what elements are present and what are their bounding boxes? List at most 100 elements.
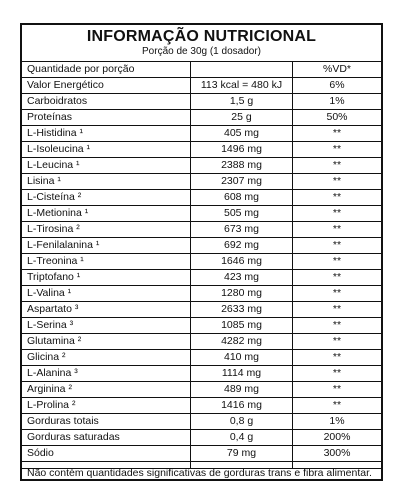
nutrient-dv: 200% [323,431,351,443]
footnote-text: Não contém quantidades significativas de… [27,467,372,479]
table-row: L-Serina ³ 1085 mg ** [22,318,381,334]
header-amount-cell [191,62,293,77]
nutrient-dv: ** [332,271,342,283]
nutrient-amount: 489 mg [191,382,293,397]
nutrient-dv: ** [332,383,342,395]
nutrient-amount: 1496 mg [191,142,293,157]
table-row: L-Treonina ¹ 1646 mg ** [22,254,381,270]
nutrient-amount: 1646 mg [191,254,293,269]
nutrient-amount: 1416 mg [191,398,293,413]
nutrient-name: Aspartato ³ [22,302,191,317]
nutrient-amount: 410 mg [191,350,293,365]
table-row: Triptofano ¹ 423 mg ** [22,270,381,286]
header-label-cell: Quantidade por porção [22,62,191,77]
spacer-cell [22,462,191,468]
nutrient-amount: 0,8 g [191,414,293,429]
nutrient-amount: 692 mg [191,238,293,253]
table-row: Lisina ¹ 2307 mg ** [22,174,381,190]
nutrient-amount: 1,5 g [191,94,293,109]
table-row: Proteínas 25 g 50% [22,110,381,126]
nutrient-name: L-Alanina ³ [22,366,191,381]
nutrient-dv: ** [332,223,342,235]
nutrient-amount: 608 mg [191,190,293,205]
nutrient-amount: 0,4 g [191,430,293,445]
nutrient-amount: 1085 mg [191,318,293,333]
nutrition-title: INFORMAÇÃO NUTRICIONAL [86,28,317,45]
nutrient-name: L-Prolina ² [22,398,191,413]
nutrient-dv: ** [332,399,342,411]
nutrient-name: L-Isoleucina ¹ [22,142,191,157]
nutrient-amount: 1280 mg [191,286,293,301]
nutrient-name: L-Serina ³ [22,318,191,333]
nutrient-dv: 1% [329,95,345,107]
table-row: L-Tirosina ² 673 mg ** [22,222,381,238]
table-row: Glicina ² 410 mg ** [22,350,381,366]
nutrient-name: L-Tirosina ² [22,222,191,237]
nutrient-dv: ** [332,159,342,171]
nutrient-dv: 6% [329,79,345,91]
header-dv-cell: %VD* [322,63,351,75]
nutrient-dv: ** [332,127,342,139]
nutrient-amount: 423 mg [191,270,293,285]
table-row: Aspartato ³ 2633 mg ** [22,302,381,318]
nutrient-amount: 505 mg [191,206,293,221]
nutrient-dv: ** [332,335,342,347]
nutrient-dv: 300% [323,447,351,459]
table-header-row: Quantidade por porção %VD* [22,62,381,78]
table-row: Sódio 79 mg 300% [22,446,381,462]
spacer-row [22,462,381,469]
nutrient-dv: ** [332,143,342,155]
table-row: Gorduras totais 0,8 g 1% [22,414,381,430]
nutrient-dv: ** [332,175,342,187]
nutrient-name: L-Leucina ¹ [22,158,191,173]
nutrient-dv: 50% [326,111,348,123]
nutrient-name: Sódio [22,446,191,461]
serving-size-text: Porção de 30g (1 dosador) [142,46,261,57]
nutrient-amount: 2633 mg [191,302,293,317]
table-row: Valor Energético 113 kcal = 480 kJ 6% [22,78,381,94]
nutrient-dv: ** [332,319,342,331]
table-row: Glutamina ² 4282 mg ** [22,334,381,350]
nutrient-amount: 25 g [191,110,293,125]
nutrient-name: L-Treonina ¹ [22,254,191,269]
nutrient-dv: ** [332,367,342,379]
nutrient-amount: 2307 mg [191,174,293,189]
nutrient-name: L-Valina ¹ [22,286,191,301]
nutrient-name: Carboidratos [22,94,191,109]
nutrient-name: Glicina ² [22,350,191,365]
nutrient-name: Proteínas [22,110,191,125]
nutrient-name: Lisina ¹ [22,174,191,189]
nutrient-name: Arginina ² [22,382,191,397]
nutrient-amount: 113 kcal = 480 kJ [191,78,293,93]
nutrient-name: L-Fenilalanina ¹ [22,238,191,253]
nutrient-dv: ** [332,239,342,251]
spacer-cell [191,462,293,468]
nutrient-name: L-Metionina ¹ [22,206,191,221]
nutrient-amount: 4282 mg [191,334,293,349]
table-row: Arginina ² 489 mg ** [22,382,381,398]
nutrient-name: L-Cisteína ² [22,190,191,205]
nutrient-dv: ** [332,303,342,315]
nutrient-dv: ** [332,255,342,267]
nutrition-header: INFORMAÇÃO NUTRICIONAL Porção de 30g (1 … [22,25,381,62]
nutrient-name: Gorduras totais [22,414,191,429]
nutrient-dv: ** [332,207,342,219]
nutrient-name: L-Histidina ¹ [22,126,191,141]
nutrition-facts-panel: INFORMAÇÃO NUTRICIONAL Porção de 30g (1 … [20,23,383,481]
table-row: L-Prolina ² 1416 mg ** [22,398,381,414]
table-row: L-Valina ¹ 1280 mg ** [22,286,381,302]
nutrient-name: Glutamina ² [22,334,191,349]
table-row: L-Alanina ³ 1114 mg ** [22,366,381,382]
nutrient-dv: ** [332,191,342,203]
nutrient-dv: ** [332,287,342,299]
nutrient-name: Gorduras saturadas [22,430,191,445]
nutrient-amount: 673 mg [191,222,293,237]
table-row: L-Cisteína ² 608 mg ** [22,190,381,206]
nutrient-amount: 405 mg [191,126,293,141]
table-row: L-Metionina ¹ 505 mg ** [22,206,381,222]
nutrient-amount: 79 mg [191,446,293,461]
nutrient-dv: ** [332,351,342,363]
table-row: L-Isoleucina ¹ 1496 mg ** [22,142,381,158]
nutrition-table: Quantidade por porção %VD* Valor Energét… [22,62,381,469]
table-row: Gorduras saturadas 0,4 g 200% [22,430,381,446]
